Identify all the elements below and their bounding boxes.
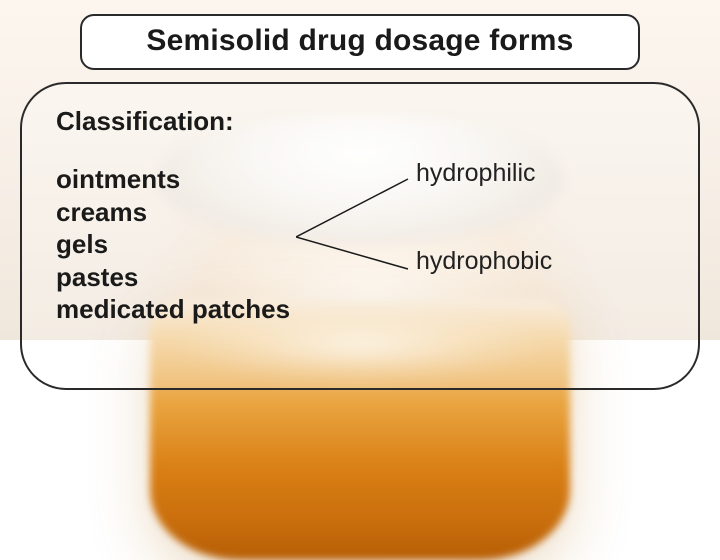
title-box: Semisolid drug dosage forms bbox=[80, 14, 640, 70]
property-hydrophobic: hydrophobic bbox=[416, 247, 552, 276]
list-item: ointments bbox=[56, 163, 290, 196]
list-item: gels bbox=[56, 228, 290, 261]
forms-list: ointments creams gels pastes medicated p… bbox=[56, 163, 290, 326]
branch-lines bbox=[296, 169, 426, 309]
property-hydrophilic: hydrophilic bbox=[416, 159, 536, 188]
subtitle: Classification: bbox=[56, 106, 668, 137]
list-item: medicated patches bbox=[56, 293, 290, 326]
content-row: ointments creams gels pastes medicated p… bbox=[56, 163, 668, 326]
classification-panel: Classification: ointments creams gels pa… bbox=[20, 82, 700, 390]
list-item: pastes bbox=[56, 261, 290, 294]
page-title: Semisolid drug dosage forms bbox=[92, 24, 628, 58]
list-item: creams bbox=[56, 196, 290, 229]
